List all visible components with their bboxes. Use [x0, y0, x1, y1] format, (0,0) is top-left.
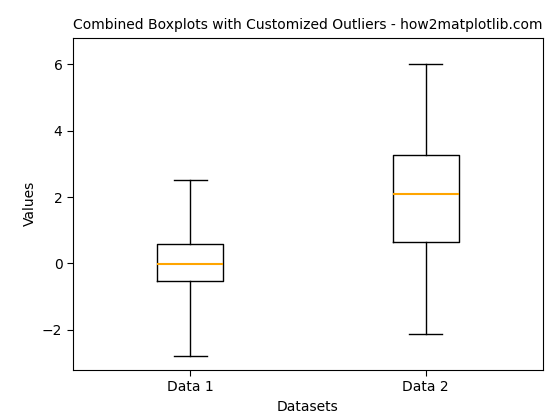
- X-axis label: Datasets: Datasets: [277, 399, 339, 414]
- Y-axis label: Values: Values: [22, 181, 36, 226]
- Title: Combined Boxplots with Customized Outliers - how2matplotlib.com: Combined Boxplots with Customized Outlie…: [73, 18, 543, 32]
